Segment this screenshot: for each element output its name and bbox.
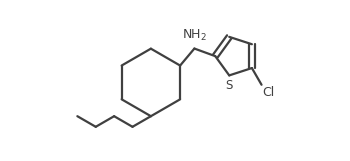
- Text: Cl: Cl: [262, 86, 275, 99]
- Text: S: S: [225, 79, 233, 92]
- Text: NH$_2$: NH$_2$: [182, 28, 207, 43]
